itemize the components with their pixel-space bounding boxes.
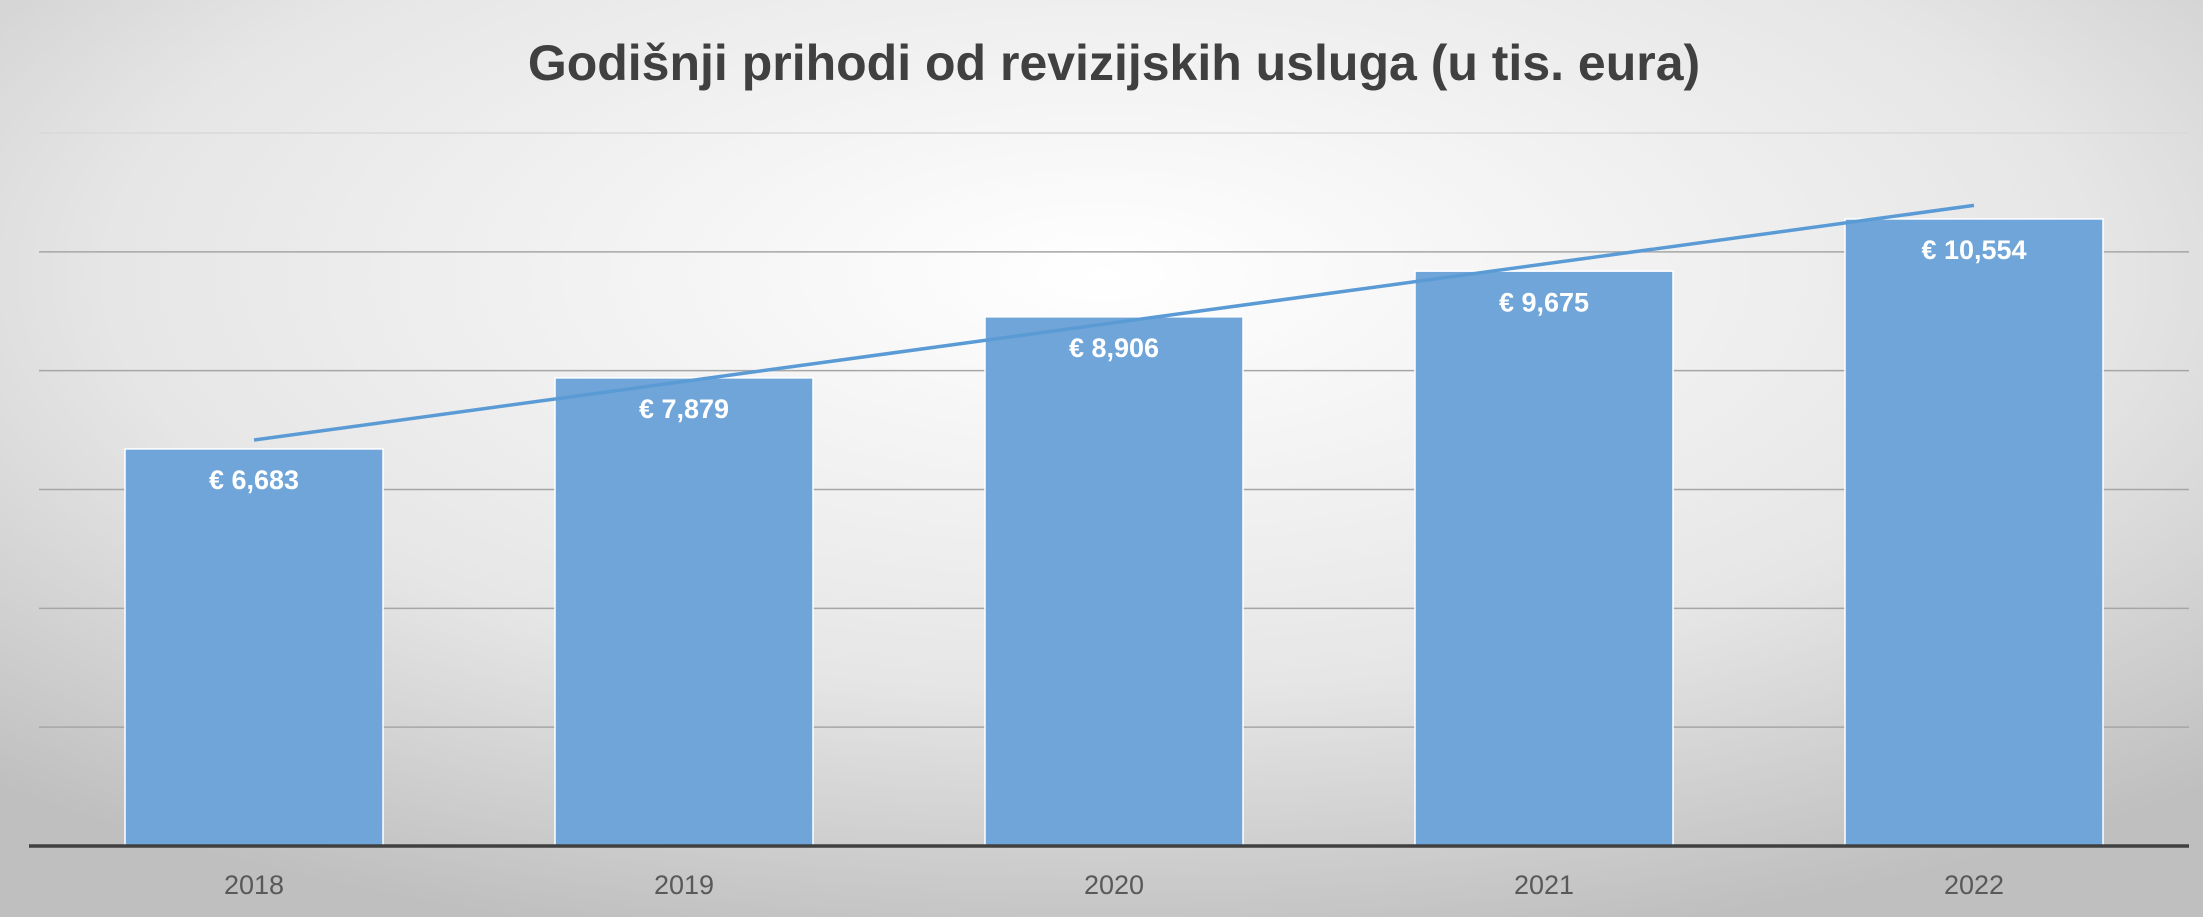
x-tick-label: 2018 bbox=[224, 870, 284, 900]
value-label: € 10,554 bbox=[1921, 235, 2026, 265]
value-label: € 9,675 bbox=[1499, 287, 1589, 317]
value-label: € 6,683 bbox=[209, 465, 299, 495]
value-label: € 7,879 bbox=[639, 394, 729, 424]
bar bbox=[554, 377, 814, 847]
x-tick-label: 2019 bbox=[654, 870, 714, 900]
bar bbox=[124, 448, 384, 847]
x-tick-label: 2021 bbox=[1514, 870, 1574, 900]
bar bbox=[1844, 218, 2104, 847]
x-tick-label: 2020 bbox=[1084, 870, 1144, 900]
x-tick-label: 2022 bbox=[1944, 870, 2004, 900]
bar bbox=[1414, 270, 1674, 847]
bar bbox=[984, 316, 1244, 847]
trendline bbox=[253, 203, 1975, 442]
value-label: € 8,906 bbox=[1069, 333, 1159, 363]
chart-title: Godišnji prihodi od revizijskih usluga (… bbox=[528, 35, 1700, 91]
